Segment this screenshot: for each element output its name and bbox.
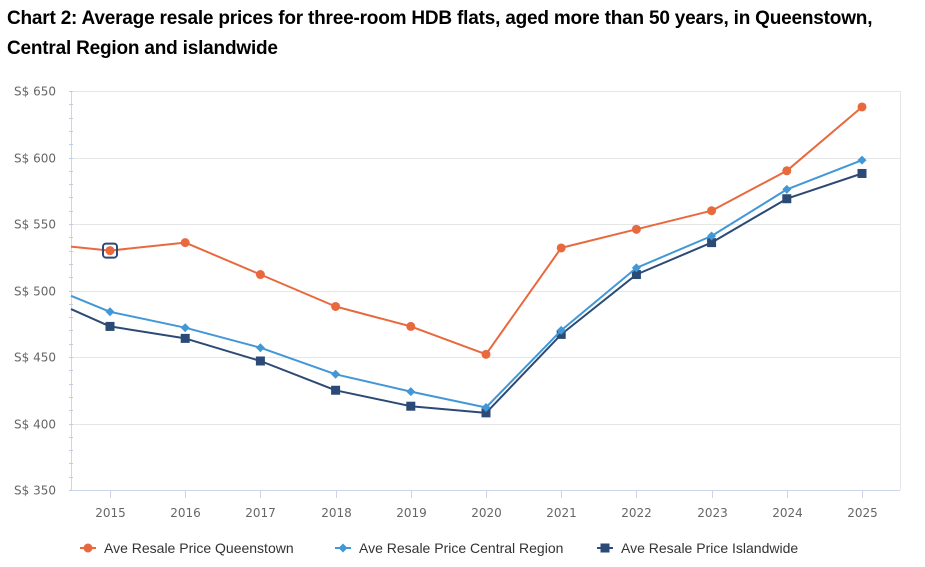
data-point[interactable] xyxy=(857,168,867,178)
y-tick-label: S$ 650 xyxy=(14,85,56,99)
data-point[interactable] xyxy=(406,321,416,331)
data-point[interactable] xyxy=(331,385,341,395)
series-line xyxy=(70,159,863,409)
data-point[interactable] xyxy=(180,333,190,343)
legend-item[interactable]: Ave Resale Price Islandwide xyxy=(597,540,798,556)
legend-marker-icon[interactable] xyxy=(338,543,348,553)
x-tick-label: 2024 xyxy=(772,506,803,520)
x-tick-label: 2022 xyxy=(621,506,652,520)
data-point[interactable] xyxy=(255,343,265,353)
data-point[interactable] xyxy=(255,270,265,280)
y-tick-label: S$ 400 xyxy=(14,418,56,432)
y-tick-label: S$ 500 xyxy=(14,285,56,299)
y-tick-label: S$ 450 xyxy=(14,351,56,365)
legend-label: Ave Resale Price Islandwide xyxy=(621,540,798,556)
legend-item[interactable]: Ave Resale Price Central Region xyxy=(335,540,563,556)
data-point[interactable] xyxy=(857,102,867,112)
data-point[interactable] xyxy=(707,206,717,216)
legend-marker-icon[interactable] xyxy=(600,543,610,553)
data-point[interactable] xyxy=(707,231,717,241)
series-line xyxy=(70,172,863,414)
data-point[interactable] xyxy=(782,184,792,194)
data-point[interactable] xyxy=(331,369,341,379)
data-point[interactable] xyxy=(105,246,115,256)
x-axis: 2015 2016 2017 2018 2019 2020 2021 2022 2023 2024… xyxy=(71,490,900,520)
data-point[interactable] xyxy=(481,403,491,413)
series-ave-resale-price-queenstown xyxy=(70,102,867,359)
y-tick-label: S$ 550 xyxy=(14,218,56,232)
data-point[interactable] xyxy=(180,323,190,333)
data-point[interactable] xyxy=(180,238,190,248)
data-point[interactable] xyxy=(331,301,341,311)
data-point[interactable] xyxy=(481,408,491,418)
x-tick-label: 2023 xyxy=(697,506,728,520)
data-point[interactable] xyxy=(406,387,416,397)
y-tick-label: S$ 350 xyxy=(14,484,56,498)
data-point[interactable] xyxy=(105,307,115,317)
data-point[interactable] xyxy=(556,325,566,335)
data-point[interactable] xyxy=(556,243,566,253)
data-point[interactable] xyxy=(782,194,792,204)
x-tick-label: 2019 xyxy=(396,506,427,520)
chart-title: Chart 2: Average resale prices for three… xyxy=(7,8,873,59)
x-tick-label: 2016 xyxy=(170,506,201,520)
y-axis: S$ 350 S$ 400 S$ 450 S$ 500 S$ 550 S$ 600 S$ 6… xyxy=(14,85,73,498)
hover-highlight-marker xyxy=(102,242,118,259)
series-ave-resale-price-islandwide xyxy=(70,168,867,418)
data-point[interactable] xyxy=(255,356,265,366)
series-ave-resale-price-central-region xyxy=(70,155,867,413)
x-tick-label: 2021 xyxy=(546,506,577,520)
gridlines xyxy=(71,91,901,491)
data-point[interactable] xyxy=(481,349,491,359)
legend-label: Ave Resale Price Central Region xyxy=(359,540,563,556)
x-tick-label: 2015 xyxy=(95,506,126,520)
x-tick-label: 2025 xyxy=(847,506,878,520)
data-point[interactable] xyxy=(631,270,641,280)
x-tick-label: 2020 xyxy=(471,506,502,520)
x-tick-label: 2017 xyxy=(245,506,276,520)
data-point[interactable] xyxy=(782,166,792,176)
data-point[interactable] xyxy=(707,238,717,248)
data-point[interactable] xyxy=(631,263,641,273)
x-tick-label: 2018 xyxy=(321,506,352,520)
legend: Ave Resale Price Queenstown Ave Resale Pr… xyxy=(80,540,798,556)
data-point[interactable] xyxy=(631,224,641,234)
legend-marker-icon[interactable] xyxy=(83,543,93,553)
data-point[interactable] xyxy=(105,321,115,331)
series-line xyxy=(70,106,863,356)
series-lines xyxy=(70,102,867,418)
y-tick-label: S$ 600 xyxy=(14,152,56,166)
data-point[interactable] xyxy=(406,401,416,411)
data-point[interactable] xyxy=(857,155,867,165)
legend-item[interactable]: Ave Resale Price Queenstown xyxy=(80,540,294,556)
legend-label: Ave Resale Price Queenstown xyxy=(104,540,294,556)
